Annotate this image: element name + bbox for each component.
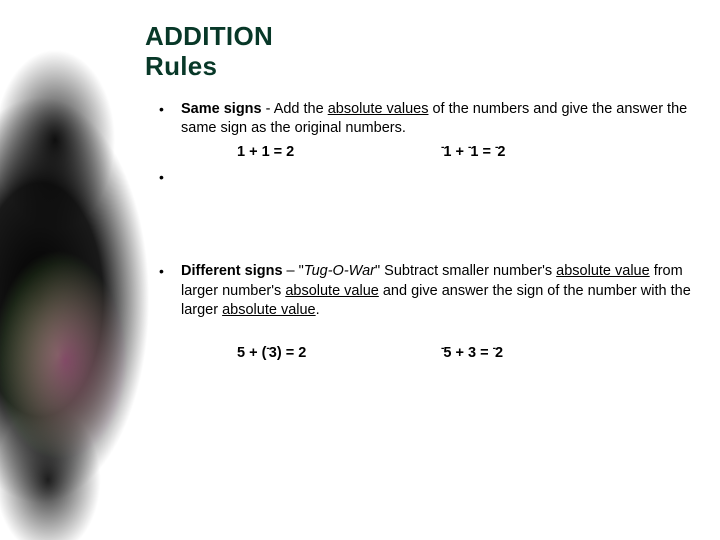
title-line-1: ADDITION (145, 21, 273, 51)
spacer-2 (145, 327, 700, 341)
diff-text-a: Subtract smaller number's (384, 263, 556, 279)
slide-content: ADDITION Rules Same signs - Add the abso… (145, 22, 700, 361)
diff-ul3: absolute value (222, 302, 316, 318)
same-ex-r-a: 1 + (443, 144, 468, 160)
same-ex-left: 1 + 1 = 2 (237, 143, 437, 163)
spacer (145, 188, 700, 244)
diff-ex-r-a: 5 + 3 = (443, 345, 492, 361)
diff-quote-close: " (375, 263, 384, 279)
same-ex-r-c: 2 (497, 144, 505, 160)
same-signs-heading: Same signs (181, 101, 262, 117)
diff-ex-r-b: 2 (495, 345, 503, 361)
same-signs-text-a: Add the (274, 101, 328, 117)
diff-sep: – (283, 263, 299, 279)
bullet-list-2: Different signs – "Tug-O-War" Subtract s… (145, 262, 700, 321)
diff-ul2: absolute value (285, 283, 379, 299)
bullet-same-signs: Same signs - Add the absolute values of … (145, 100, 700, 163)
bullet-empty (145, 168, 700, 182)
same-ex-right: -1 + -1 = -2 (441, 141, 505, 162)
diff-italic: Tug-O-War (304, 263, 375, 279)
same-signs-ul1: absolute values (328, 101, 429, 117)
same-signs-examples: 1 + 1 = 2 -1 + -1 = -2 (181, 141, 700, 162)
diff-ex-right: -5 + 3 = -2 (441, 343, 503, 361)
title-line-2: Rules (145, 51, 217, 81)
diff-signs-examples: 5 + (-3) = 2 -5 + 3 = -2 (145, 343, 700, 361)
diff-ex-l-b: 3) = 2 (269, 345, 306, 361)
diff-ex-left: 5 + (-3) = 2 (237, 343, 437, 361)
same-signs-sep: - (262, 101, 274, 117)
diff-ex-l-a: 5 + ( (237, 345, 266, 361)
slide-title: ADDITION Rules (145, 22, 700, 82)
diff-text-d: . (316, 302, 320, 318)
bullet-different-signs: Different signs – "Tug-O-War" Subtract s… (145, 262, 700, 321)
diff-ul1: absolute value (556, 263, 650, 279)
diff-signs-heading: Different signs (181, 263, 283, 279)
same-ex-r-b: 1 = (470, 144, 495, 160)
bullet-list: Same signs - Add the absolute values of … (145, 100, 700, 183)
